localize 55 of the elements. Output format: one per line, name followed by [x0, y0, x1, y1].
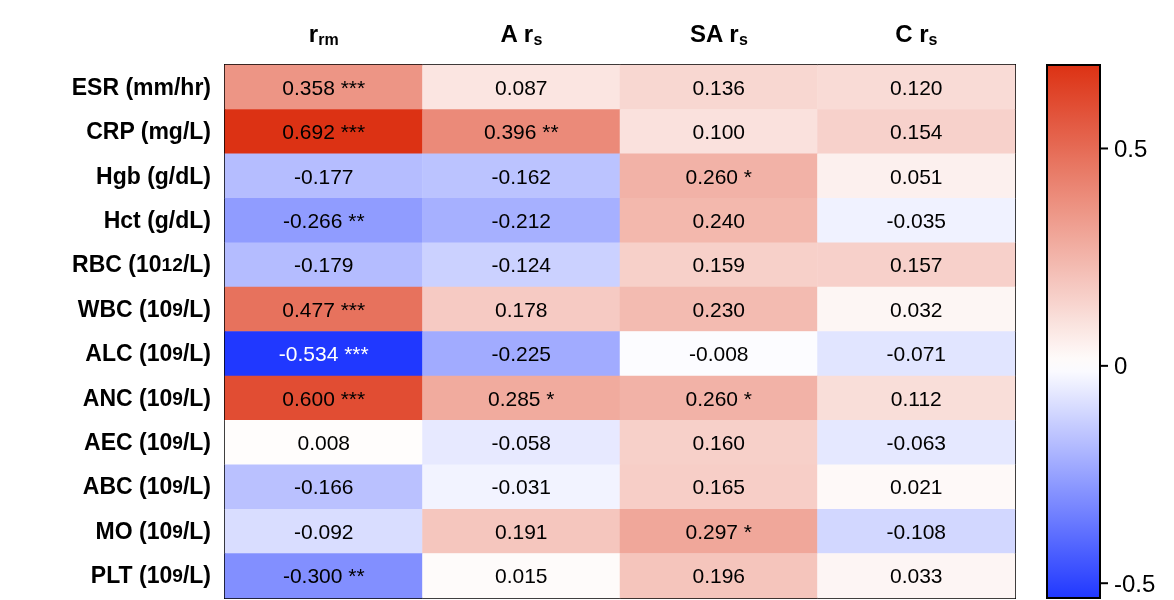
data-label: -0.225 — [491, 342, 552, 366]
data-label: 0.165 — [692, 475, 746, 499]
y-tick-label: CRP (mg/L) — [86, 117, 211, 147]
y-tick-label: Hgb (g/dL) — [96, 161, 211, 191]
data-label: 0.154 — [889, 120, 943, 144]
data-label: -0.212 — [491, 208, 552, 232]
data-label: 0.191 — [494, 519, 548, 543]
data-label: 0.112 — [890, 386, 942, 410]
data-label: 0.240 — [692, 208, 746, 232]
data-label: -0.031 — [491, 475, 552, 499]
data-label: 0.285 * — [487, 386, 555, 410]
data-label: 0.021 — [889, 475, 943, 499]
data-label: -0.166 — [293, 475, 354, 499]
data-label: 0.008 — [297, 431, 351, 455]
data-label: -0.266 ** — [282, 208, 365, 232]
data-label: 0.297 * — [685, 519, 753, 543]
data-label: -0.177 — [293, 164, 354, 188]
data-label: -0.092 — [293, 519, 354, 543]
data-label: 0.160 — [692, 431, 746, 455]
data-label: 0.136 — [692, 75, 746, 99]
data-label: -0.008 — [688, 342, 749, 366]
data-label: -0.058 — [491, 431, 552, 455]
data-label: 0.260 * — [685, 386, 753, 410]
data-label: 0.051 — [889, 164, 943, 188]
data-label: 0.032 — [889, 297, 943, 321]
data-label: -0.300 ** — [282, 564, 365, 588]
data-label: -0.162 — [491, 164, 552, 188]
y-tick-label: Hct (g/dL) — [103, 205, 211, 235]
y-tick-label: ESR (mm/hr) — [71, 72, 211, 102]
data-label: -0.124 — [491, 253, 552, 277]
data-label: -0.035 — [886, 208, 947, 232]
data-label: 0.100 — [692, 120, 746, 144]
data-label: 0.477 *** — [282, 297, 366, 321]
color-bar-label: 0.5 — [1114, 134, 1148, 162]
data-label: 0.230 — [692, 297, 746, 321]
data-label: -0.071 — [886, 342, 947, 366]
data-label: -0.179 — [293, 253, 354, 277]
data-label: 0.120 — [889, 75, 943, 99]
color-bar-label: 0 — [1114, 352, 1128, 380]
data-label: 0.087 — [494, 75, 548, 99]
data-label: 0.157 — [889, 253, 943, 277]
data-label: 0.692 *** — [282, 120, 366, 144]
data-label: 0.260 * — [685, 164, 753, 188]
data-label: -0.063 — [886, 431, 947, 455]
data-label: 0.178 — [494, 297, 548, 321]
data-label: 0.159 — [692, 253, 746, 277]
data-label: -0.108 — [886, 519, 947, 543]
data-label: -0.534 *** — [278, 342, 369, 366]
data-label: 0.033 — [889, 564, 943, 588]
data-label: 0.396 ** — [483, 120, 559, 144]
data-label: 0.196 — [692, 564, 746, 588]
data-label: 0.358 *** — [282, 75, 366, 99]
color-bar-label: -0.5 — [1114, 569, 1156, 597]
data-label: 0.600 *** — [282, 386, 366, 410]
data-label: 0.015 — [494, 564, 548, 588]
